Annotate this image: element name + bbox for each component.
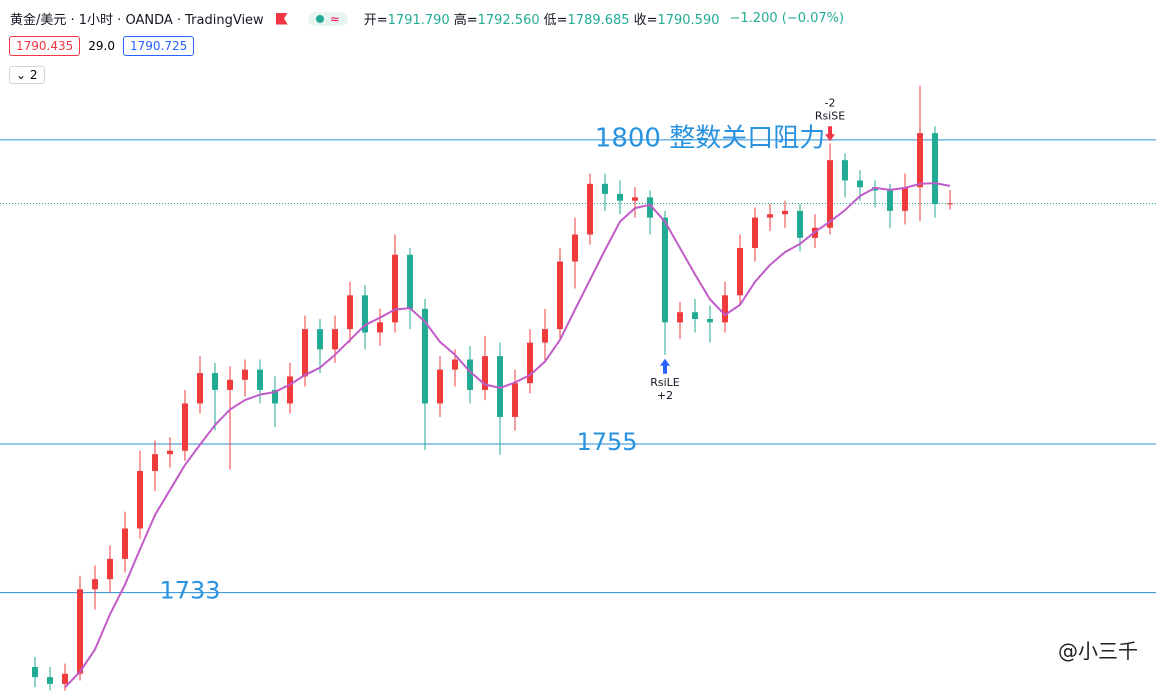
candle-body <box>347 295 353 330</box>
ohlc-label: 开= <box>363 13 388 28</box>
indicator-count: 2 <box>29 68 38 82</box>
flag[interactable] <box>275 12 288 25</box>
signal-qty: +2 <box>657 389 673 402</box>
candle-body <box>752 217 758 249</box>
candle-body <box>947 203 953 205</box>
candle-body <box>47 677 53 684</box>
candle-body <box>92 579 98 590</box>
candle-body <box>287 376 293 404</box>
candle-body <box>542 329 548 343</box>
candle-body <box>782 210 788 215</box>
level-label: 1800 整数关口阻力 <box>595 123 825 153</box>
candle-body <box>647 197 653 218</box>
candle-body <box>632 197 638 201</box>
ohlc-value: 1790.590 <box>657 13 720 28</box>
candle-body <box>212 373 218 390</box>
sell-arrow <box>825 126 835 142</box>
buy-arrow <box>660 358 670 374</box>
candle-body <box>122 528 128 559</box>
candle-body <box>902 187 908 211</box>
watermark: @小三千 <box>1058 639 1138 663</box>
ohlc-value: 1791.790 <box>387 13 450 28</box>
candle-body <box>32 666 38 678</box>
candle-body <box>527 342 533 384</box>
candle-body <box>377 322 383 333</box>
candle-body <box>512 383 518 417</box>
candle-body <box>497 356 503 417</box>
status[interactable]: ≈ <box>307 11 348 26</box>
candle-body <box>467 359 473 390</box>
candle-body <box>842 160 848 181</box>
signal-label: RsiSE <box>815 109 845 122</box>
candle-body <box>272 389 278 404</box>
candle-body <box>107 558 113 580</box>
signal-qty: -2 <box>825 96 836 109</box>
candle-body <box>452 359 458 370</box>
candle-body <box>677 312 683 323</box>
candle-body <box>392 254 398 323</box>
candle-body <box>482 356 488 390</box>
candle-body <box>917 133 923 188</box>
candle-body <box>887 190 893 211</box>
candle-body <box>617 193 623 201</box>
candle-body <box>797 210 803 238</box>
candle-body <box>767 214 773 218</box>
candle-body <box>587 183 593 235</box>
candle-body <box>437 369 443 404</box>
spread: 29.0 <box>88 39 115 53</box>
candle-body <box>302 329 308 377</box>
buy-price[interactable]: 1790.725 <box>122 36 195 56</box>
signal-label: RsiLE <box>650 376 680 389</box>
level-label: 1755 <box>576 428 637 456</box>
candle-body <box>827 160 833 228</box>
candle-body <box>332 329 338 350</box>
candle-body <box>602 183 608 194</box>
level-label: 1733 <box>159 577 220 605</box>
candle-body <box>557 261 563 330</box>
candle-body <box>152 454 158 472</box>
candle-body <box>77 589 83 674</box>
candle-body <box>317 329 323 350</box>
candle-body <box>242 369 248 380</box>
candle-body <box>257 369 263 390</box>
candle-body <box>362 295 368 333</box>
header: 黄金/美元 · 1小时 · OANDA · TradingView ≈ 开=17… <box>10 9 848 28</box>
candle-body <box>422 308 428 404</box>
candle-body <box>707 318 713 323</box>
candle-body <box>197 373 203 404</box>
trade-row: 1790.435 29.0 1790.725 <box>9 36 195 56</box>
candle-body <box>857 180 863 188</box>
candle-body <box>692 312 698 319</box>
candle-body <box>572 234 578 262</box>
candle-body <box>62 673 68 684</box>
symbol[interactable]: 黄金/美元 · 1小时 · OANDA · TradingView <box>10 13 264 28</box>
candle-body <box>167 450 173 455</box>
candle-body <box>662 217 668 323</box>
moving-average <box>64 182 951 688</box>
candle-body <box>737 248 743 296</box>
candle-body <box>932 133 938 205</box>
candle-body <box>407 254 413 309</box>
sell-price[interactable]: 1790.435 <box>9 36 81 56</box>
ohlc-label: 高= <box>453 13 478 28</box>
change: −1.200 (−0.07%) <box>729 11 845 26</box>
candle-body <box>227 379 233 390</box>
ohlc-label: 低= <box>543 13 568 28</box>
ohlc-value: 1789.685 <box>567 13 630 28</box>
ohlc-label: 收= <box>633 13 658 28</box>
candle-body <box>722 295 728 323</box>
indicator-toggle[interactable]: ⌄ 2 <box>9 66 45 84</box>
ohlc-value: 1792.560 <box>477 13 540 28</box>
candle-body <box>137 471 143 529</box>
ohlc: 开=1791.790 高=1792.560 低=1789.685 收=1790.590 <box>364 9 724 28</box>
candle-body <box>182 403 188 451</box>
